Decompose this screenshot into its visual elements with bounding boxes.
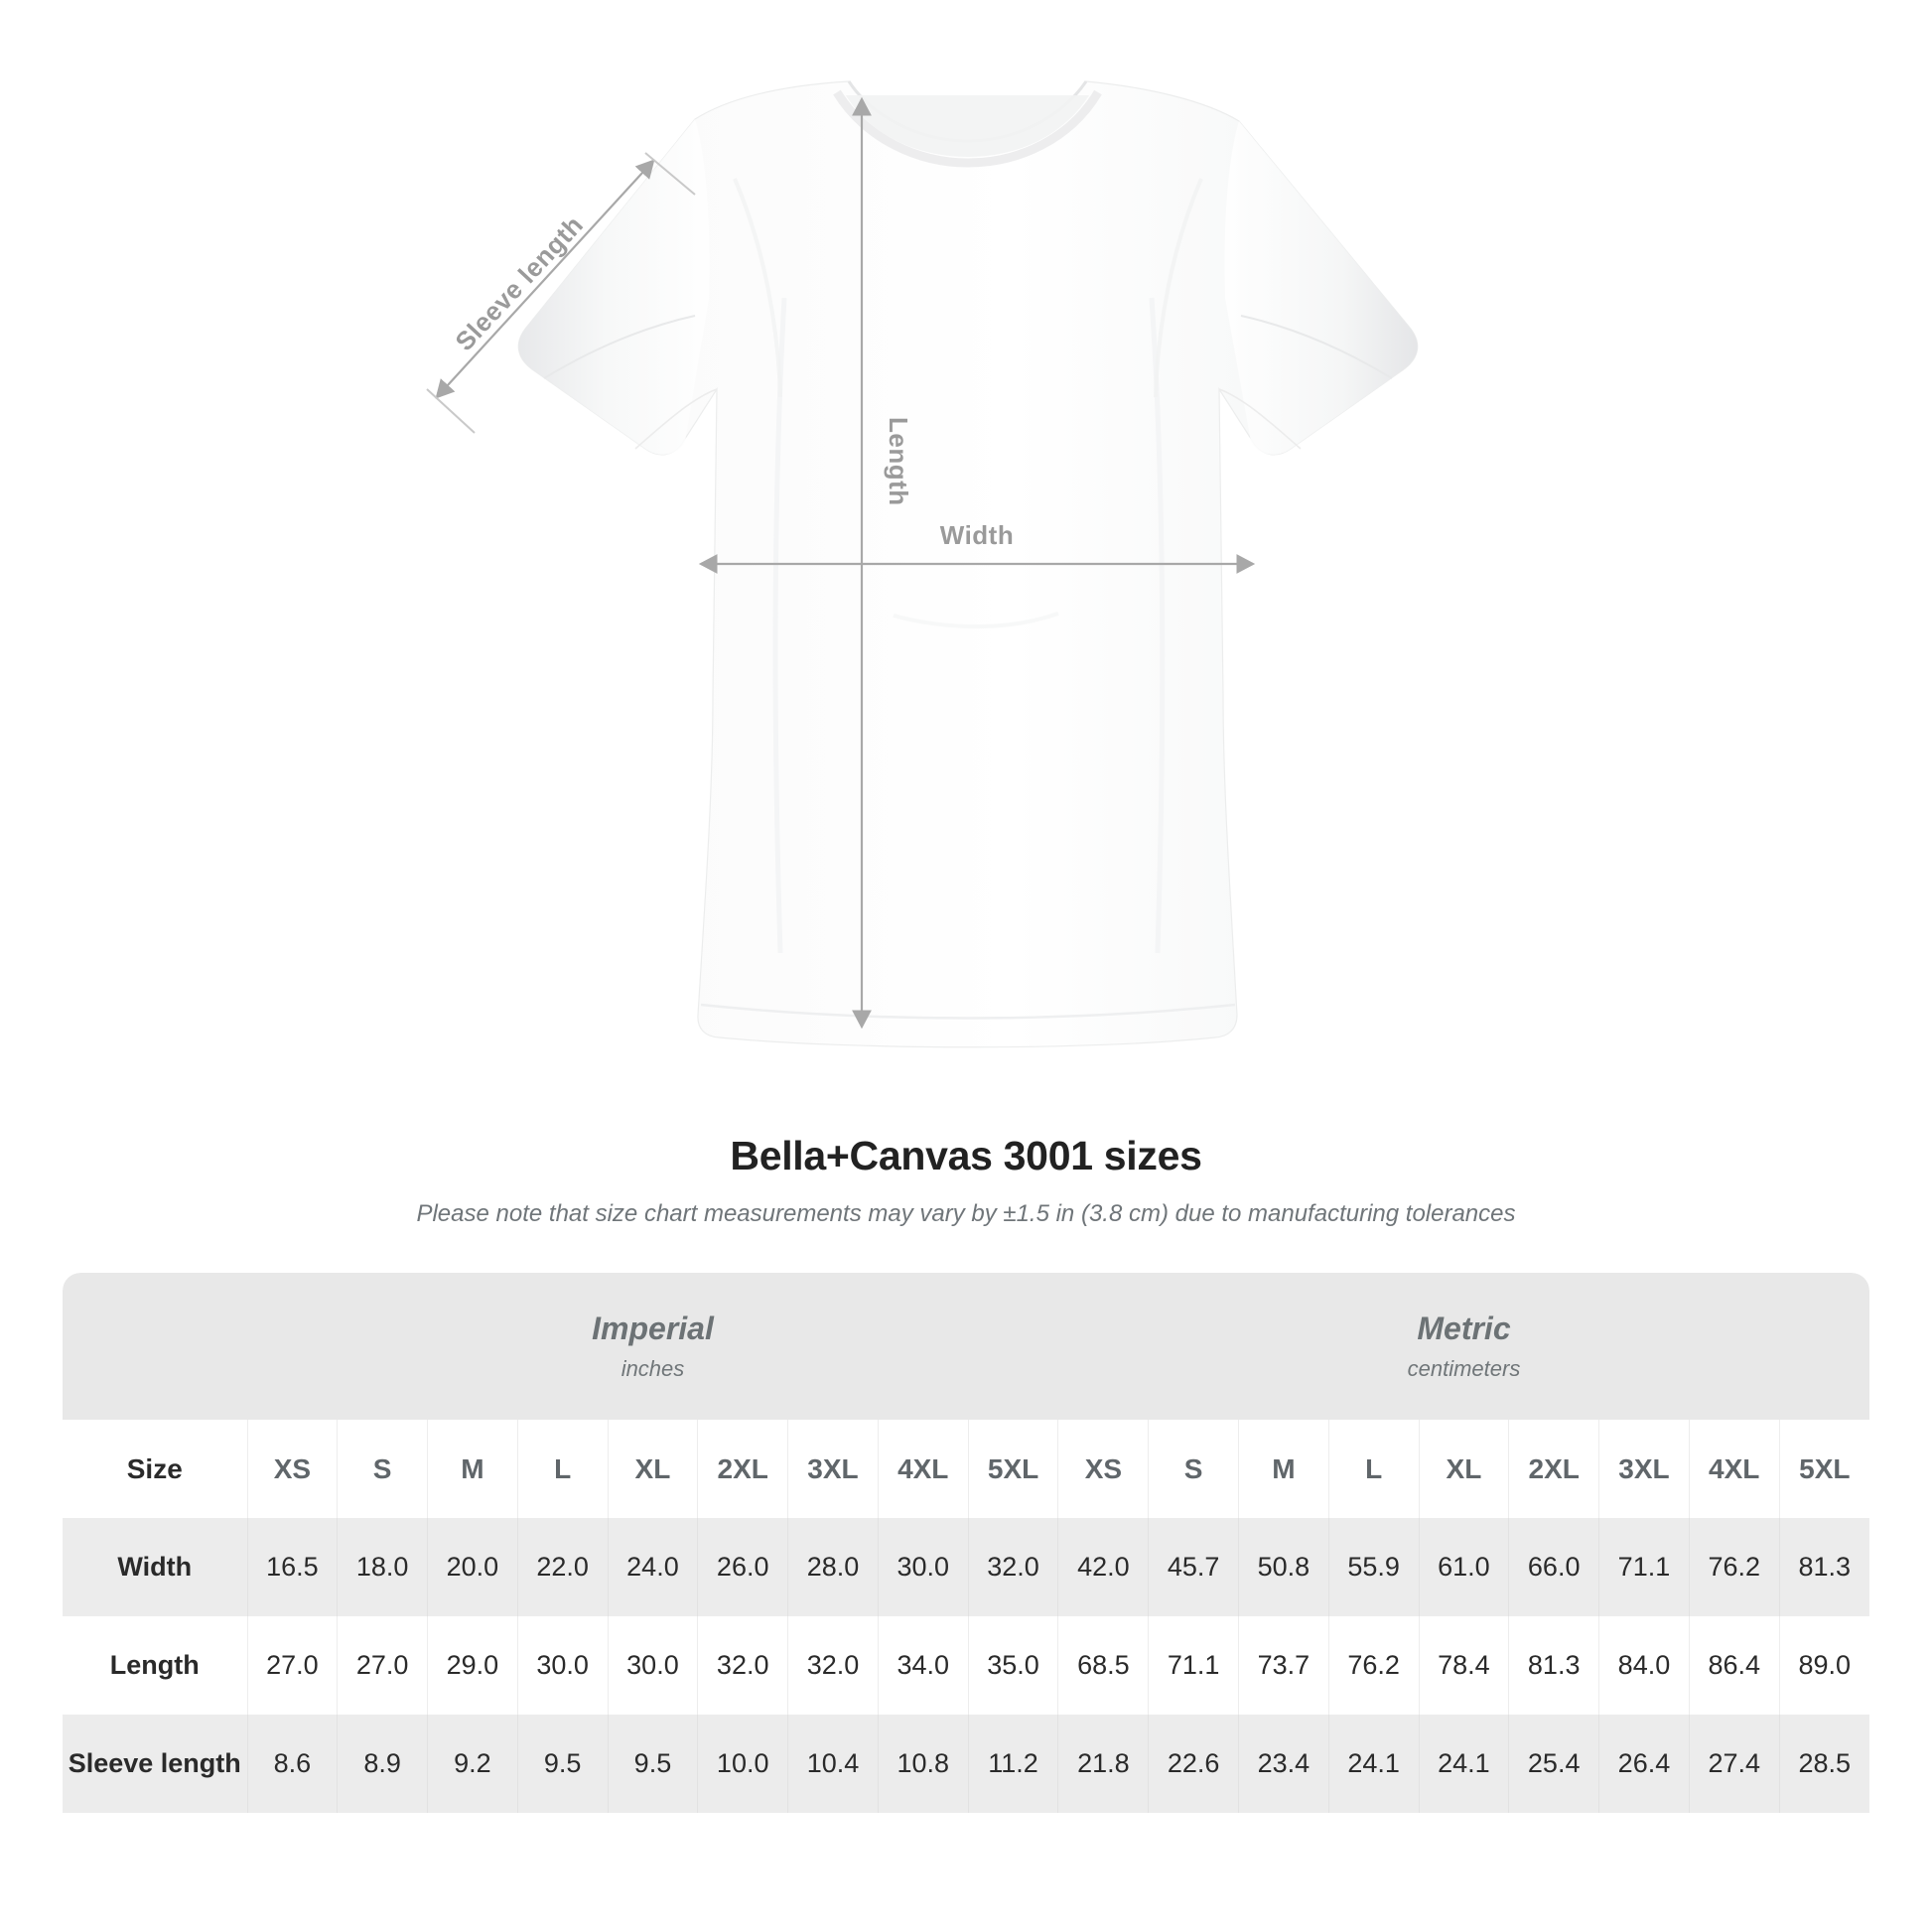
column-header-imperial-xl: XL: [607, 1420, 698, 1518]
unit-header-metric-subtitle: centimeters: [1407, 1355, 1521, 1381]
cell-width-imperial-5xl: 32.0: [967, 1518, 1058, 1616]
column-header-imperial-2xl: 2XL: [697, 1420, 788, 1518]
tshirt-measurement-diagram: Sleeve length Length Width: [426, 80, 1419, 1048]
row-label-size: Size: [63, 1420, 247, 1518]
cell-width-imperial-xs: 16.5: [246, 1518, 338, 1616]
column-header-imperial-s: S: [337, 1420, 428, 1518]
cell-sleeve-length-metric-xl: 24.1: [1418, 1715, 1509, 1813]
cell-length-imperial-l: 30.0: [516, 1616, 609, 1715]
row-label-sleeve-length: Sleeve length: [63, 1715, 247, 1813]
table-row: Sleeve length 8.6 8.9 9.2 9.5 9.5 10.0 10.4 10.8…: [63, 1715, 1869, 1813]
unit-header-metric-title: Metric: [1417, 1311, 1511, 1347]
row-label-width: Width: [63, 1518, 247, 1616]
size-chart-table: Imperial inches Metric centimeters Size XS S M L…: [63, 1273, 1869, 1813]
cell-width-imperial-xl: 24.0: [607, 1518, 698, 1616]
cell-length-imperial-xl: 30.0: [607, 1616, 698, 1715]
cell-length-imperial-4xl: 34.0: [877, 1616, 969, 1715]
cell-width-imperial-s: 18.0: [337, 1518, 428, 1616]
width-label: Width: [940, 520, 1014, 550]
cell-width-imperial-m: 20.0: [427, 1518, 518, 1616]
column-header-metric-xl: XL: [1418, 1420, 1509, 1518]
width-annotation: Width: [698, 520, 1256, 574]
table-row: Length 27.0 27.0 29.0 30.0 30.0 32.0 32.0 34.0 35…: [63, 1616, 1869, 1715]
cell-sleeve-length-metric-2xl: 25.4: [1508, 1715, 1599, 1813]
column-header-imperial-5xl: 5XL: [967, 1420, 1058, 1518]
cell-length-metric-s: 71.1: [1148, 1616, 1239, 1715]
cell-sleeve-length-metric-s: 22.6: [1148, 1715, 1239, 1813]
cell-sleeve-length-imperial-5xl: 11.2: [967, 1715, 1058, 1813]
cell-sleeve-length-imperial-xs: 8.6: [246, 1715, 338, 1813]
cell-width-metric-5xl: 81.3: [1778, 1518, 1869, 1616]
cell-length-imperial-xs: 27.0: [246, 1616, 338, 1715]
cell-width-imperial-3xl: 28.0: [787, 1518, 879, 1616]
unit-header-imperial: Imperial inches: [247, 1273, 1058, 1420]
cell-length-metric-5xl: 89.0: [1778, 1616, 1869, 1715]
chart-heading-block: Bella+Canvas 3001 sizes Please note that…: [0, 1133, 1932, 1229]
cell-width-metric-4xl: 76.2: [1688, 1518, 1780, 1616]
cell-width-metric-m: 50.8: [1238, 1518, 1329, 1616]
unit-header-spacer: [63, 1273, 247, 1420]
cell-length-imperial-3xl: 32.0: [787, 1616, 879, 1715]
cell-width-metric-3xl: 71.1: [1598, 1518, 1690, 1616]
length-label: Length: [884, 417, 913, 506]
table-unit-header-row: Imperial inches Metric centimeters: [63, 1273, 1869, 1420]
cell-sleeve-length-metric-3xl: 26.4: [1598, 1715, 1690, 1813]
cell-length-metric-2xl: 81.3: [1508, 1616, 1599, 1715]
unit-header-metric: Metric centimeters: [1057, 1273, 1869, 1420]
cell-width-metric-2xl: 66.0: [1508, 1518, 1599, 1616]
cell-sleeve-length-metric-5xl: 28.5: [1778, 1715, 1869, 1813]
cell-length-metric-3xl: 84.0: [1598, 1616, 1690, 1715]
column-header-imperial-m: M: [427, 1420, 518, 1518]
page-subtitle: Please note that size chart measurements…: [416, 1200, 1516, 1228]
column-header-metric-s: S: [1148, 1420, 1239, 1518]
cell-sleeve-length-imperial-2xl: 10.0: [697, 1715, 788, 1813]
cell-sleeve-length-metric-m: 23.4: [1238, 1715, 1329, 1813]
size-chart-table-container: Imperial inches Metric centimeters Size XS S M L…: [63, 1273, 1869, 1813]
cell-sleeve-length-metric-xs: 21.8: [1057, 1715, 1149, 1813]
cell-length-imperial-5xl: 35.0: [967, 1616, 1058, 1715]
cell-sleeve-length-imperial-4xl: 10.8: [877, 1715, 969, 1813]
column-header-metric-2xl: 2XL: [1508, 1420, 1599, 1518]
cell-width-imperial-2xl: 26.0: [697, 1518, 788, 1616]
page-title: Bella+Canvas 3001 sizes: [730, 1133, 1202, 1178]
column-header-metric-xs: XS: [1057, 1420, 1149, 1518]
cell-length-imperial-2xl: 32.0: [697, 1616, 788, 1715]
cell-width-metric-s: 45.7: [1148, 1518, 1239, 1616]
cell-sleeve-length-imperial-m: 9.2: [427, 1715, 518, 1813]
cell-length-metric-xs: 68.5: [1057, 1616, 1149, 1715]
cell-sleeve-length-imperial-s: 8.9: [337, 1715, 428, 1813]
cell-width-imperial-l: 22.0: [516, 1518, 609, 1616]
column-header-metric-m: M: [1238, 1420, 1329, 1518]
row-label-length: Length: [63, 1616, 247, 1715]
cell-width-metric-xs: 42.0: [1057, 1518, 1149, 1616]
column-header-imperial-4xl: 4XL: [877, 1420, 969, 1518]
cell-length-metric-l: 76.2: [1327, 1616, 1420, 1715]
cell-length-metric-4xl: 86.4: [1688, 1616, 1780, 1715]
cell-width-metric-xl: 61.0: [1418, 1518, 1509, 1616]
column-header-metric-4xl: 4XL: [1688, 1420, 1780, 1518]
cell-length-imperial-m: 29.0: [427, 1616, 518, 1715]
column-header-metric-5xl: 5XL: [1778, 1420, 1869, 1518]
unit-header-imperial-subtitle: inches: [621, 1355, 685, 1381]
cell-width-metric-l: 55.9: [1327, 1518, 1420, 1616]
column-header-imperial-xs: XS: [246, 1420, 338, 1518]
column-header-metric-3xl: 3XL: [1598, 1420, 1690, 1518]
cell-sleeve-length-imperial-xl: 9.5: [607, 1715, 698, 1813]
column-header-imperial-l: L: [516, 1420, 609, 1518]
column-header-imperial-3xl: 3XL: [787, 1420, 879, 1518]
cell-width-imperial-4xl: 30.0: [877, 1518, 969, 1616]
table-size-header-row: Size XS S M L XL 2XL 3XL 4XL 5XL XS S M L XL 2XL 3XL 4XL 5…: [63, 1420, 1869, 1518]
cell-sleeve-length-imperial-3xl: 10.4: [787, 1715, 879, 1813]
cell-sleeve-length-imperial-l: 9.5: [516, 1715, 609, 1813]
cell-sleeve-length-metric-l: 24.1: [1327, 1715, 1420, 1813]
cell-length-metric-xl: 78.4: [1418, 1616, 1509, 1715]
unit-header-imperial-title: Imperial: [592, 1311, 714, 1347]
cell-sleeve-length-metric-4xl: 27.4: [1688, 1715, 1780, 1813]
cell-length-imperial-s: 27.0: [337, 1616, 428, 1715]
cell-length-metric-m: 73.7: [1238, 1616, 1329, 1715]
table-row: Width 16.5 18.0 20.0 22.0 24.0 26.0 28.0 30.0 32.…: [63, 1518, 1869, 1616]
column-header-metric-l: L: [1327, 1420, 1420, 1518]
